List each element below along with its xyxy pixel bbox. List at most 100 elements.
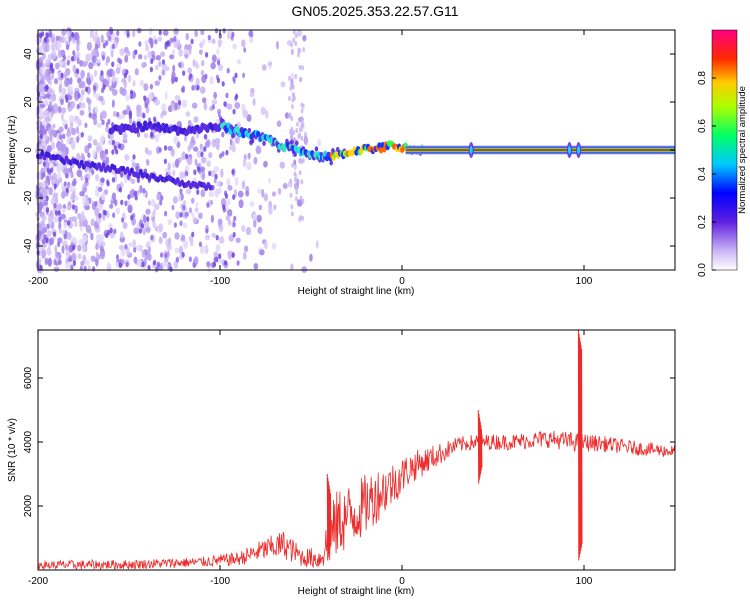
noise-cell	[39, 32, 43, 39]
noise-cell	[183, 48, 189, 55]
noise-cell	[200, 69, 205, 76]
noise-cell	[169, 37, 175, 43]
noise-cell	[45, 195, 49, 202]
noise-cell	[234, 101, 241, 109]
noise-cell	[158, 75, 162, 81]
x-tick-label: -100	[210, 276, 230, 287]
noise-cell	[39, 109, 44, 118]
noise-cell	[74, 220, 78, 228]
noise-cell	[65, 262, 71, 269]
noise-cell	[203, 146, 207, 152]
noise-cell	[50, 62, 54, 69]
noise-cell	[193, 146, 199, 152]
noise-cell	[53, 266, 60, 272]
noise-cell	[90, 255, 96, 262]
noise-cell	[290, 42, 293, 48]
noise-cell	[299, 127, 302, 133]
noise-cell	[61, 207, 66, 214]
trace-cell	[335, 146, 340, 153]
noise-cell	[94, 200, 98, 207]
noise-cell	[174, 76, 178, 83]
noise-cell	[107, 35, 112, 42]
noise-cell	[84, 122, 88, 129]
noise-cell	[135, 244, 142, 251]
noise-cell	[71, 216, 78, 222]
spectrogram-x-axis-label: Height of straight line (km)	[298, 286, 415, 297]
noise-cell	[199, 49, 203, 55]
noise-cell	[145, 158, 150, 166]
noise-cell	[257, 188, 263, 194]
noise-cell	[143, 54, 148, 60]
spectrogram-y-axis-label: Frequency (Hz)	[7, 116, 18, 185]
noise-cell	[83, 265, 87, 272]
noise-cell	[162, 231, 168, 239]
noise-cell	[291, 50, 294, 56]
noise-cell	[60, 72, 64, 79]
noise-cell	[42, 188, 48, 197]
noise-cell	[298, 170, 302, 176]
noise-cell	[188, 207, 193, 214]
trace-cell	[134, 127, 140, 134]
noise-cell	[52, 103, 59, 112]
band-blip	[469, 146, 473, 154]
noise-cell	[40, 67, 44, 75]
noise-cell	[94, 106, 98, 113]
noise-cell	[245, 190, 250, 197]
noise-cell	[289, 85, 293, 91]
noise-cell	[195, 61, 199, 69]
noise-cell	[196, 166, 201, 172]
noise-cell	[200, 29, 205, 36]
noise-cell	[132, 154, 136, 160]
noise-cell	[118, 244, 124, 251]
noise-cell	[69, 100, 76, 109]
noise-cell	[148, 92, 154, 101]
noise-cell	[174, 158, 180, 168]
noise-cell	[161, 68, 166, 76]
noise-cell	[245, 227, 252, 236]
noise-cell	[45, 175, 50, 182]
noise-cell	[172, 77, 176, 83]
noise-cell	[241, 225, 246, 233]
noise-cell	[72, 64, 77, 73]
noise-cell	[179, 220, 183, 227]
noise-cell	[300, 159, 304, 165]
noise-cell	[173, 36, 177, 42]
noise-cell	[288, 112, 292, 118]
noise-cell	[198, 241, 203, 248]
noise-cell	[66, 31, 70, 37]
noise-cell	[301, 198, 305, 204]
noise-cell	[158, 147, 162, 153]
chart-title: GN05.2025.353.22.57.G11	[291, 3, 458, 19]
colorbar-ticks: 0.0 0.2 0.4 0.6 0.8	[697, 71, 716, 277]
noise-cell	[49, 237, 55, 245]
noise-cell	[143, 95, 147, 101]
noise-cell	[291, 162, 295, 168]
snr-y-axis-label: SNR (10 * v/v)	[7, 418, 18, 482]
noise-cell	[77, 244, 82, 252]
noise-cell	[42, 52, 47, 60]
noise-cell	[268, 61, 272, 70]
noise-cell	[200, 59, 205, 67]
noise-cell	[43, 109, 49, 116]
noise-cell	[180, 234, 186, 241]
noise-cell	[211, 38, 216, 44]
y-tick-label: -20	[23, 190, 34, 205]
noise-cell	[62, 133, 66, 140]
noise-cell	[159, 252, 164, 258]
noise-cell	[61, 191, 66, 199]
noise-cell	[174, 94, 181, 101]
noise-cell	[191, 102, 198, 109]
noise-cell	[290, 131, 294, 137]
noise-cell	[259, 249, 265, 256]
noise-cell	[50, 54, 54, 60]
noise-cell	[69, 76, 73, 85]
noise-cell	[136, 177, 141, 184]
noise-cell	[166, 40, 170, 46]
noise-cell	[39, 124, 45, 131]
trace-cell	[290, 139, 294, 145]
noise-cell	[199, 166, 206, 173]
noise-cell	[198, 212, 203, 220]
noise-cell	[46, 167, 50, 174]
noise-cell	[88, 61, 94, 70]
